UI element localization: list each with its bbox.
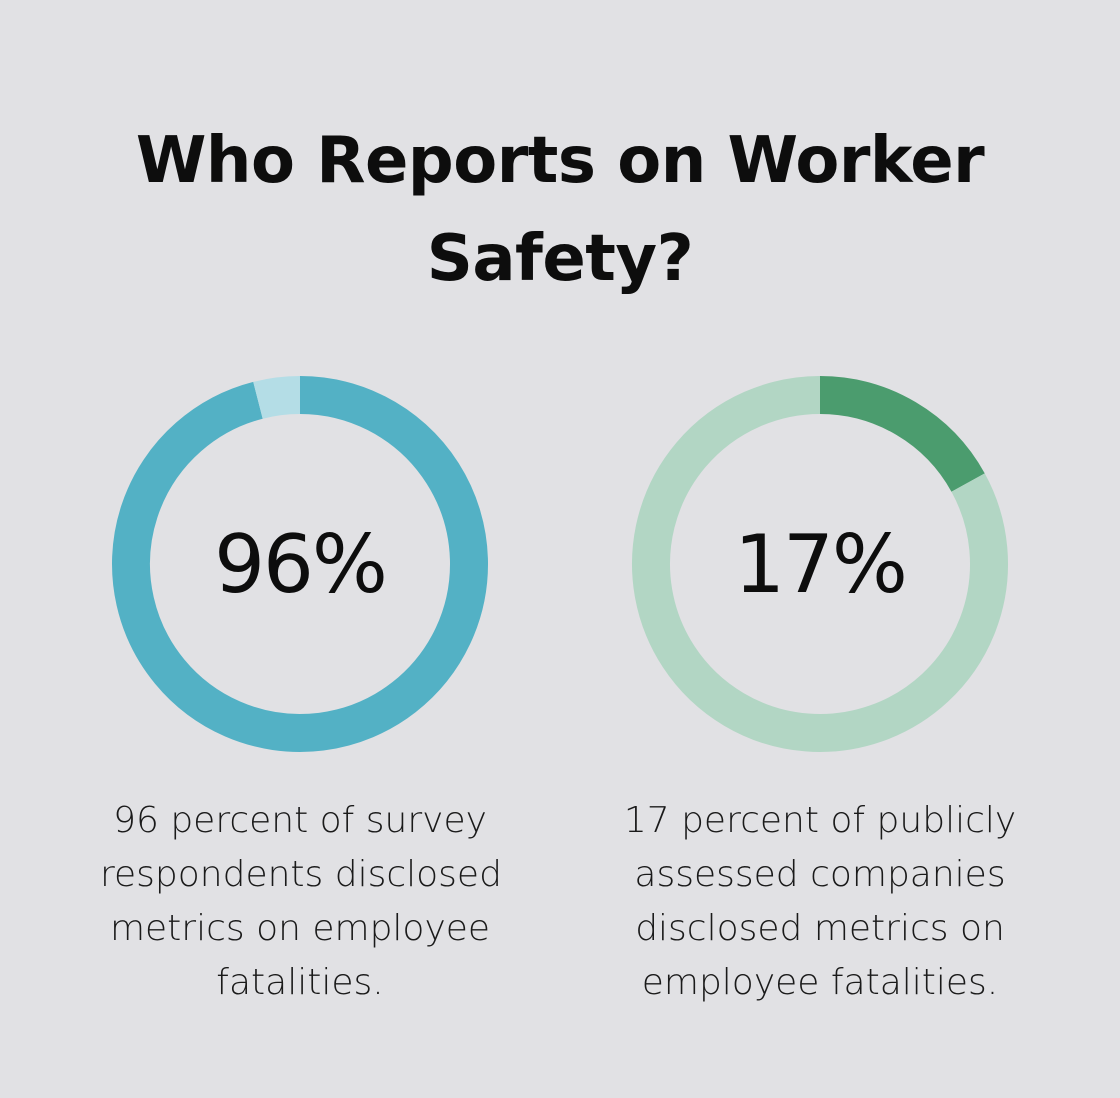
stat-description-96: 96 percent of survey respondents disclos…: [100, 794, 502, 1010]
donut-remainder-segment: [253, 376, 301, 419]
description-line: fatalities.: [216, 962, 384, 1003]
stat-description-17: 17 percent of publicly assessed companie…: [620, 794, 1020, 1010]
stat-panel-fatalities-companies: 17% 17 percent of publicly assessed comp…: [620, 370, 1020, 1003]
description-line: 96 percent of survey: [113, 800, 487, 841]
donut-value-segment: [112, 376, 488, 752]
description-line: respondents disclosed: [100, 854, 502, 895]
percentage-label-96: 96%: [214, 518, 388, 611]
description-line: employee fatalities.: [641, 962, 999, 1003]
percentage-label-17: 17%: [734, 518, 908, 611]
description-line: metrics on employee: [109, 908, 491, 949]
donut-chart-96: [112, 376, 488, 752]
title-line-1: Who Reports on Worker: [135, 124, 985, 198]
description-line: disclosed metrics on: [635, 908, 1005, 949]
stat-panel-fatalities-survey: 96% 96 percent of survey respondents dis…: [100, 370, 502, 1003]
donut-chart-17: [632, 376, 1008, 752]
title-line-2: Safety?: [426, 222, 694, 296]
page-title: Who Reports on Worker Safety?: [0, 112, 1120, 308]
description-line: assessed companies: [634, 854, 1006, 895]
description-line: 17 percent of publicly: [623, 800, 1017, 841]
donut-value-segment: [819, 376, 985, 493]
donut-remainder-segment: [632, 376, 1008, 752]
